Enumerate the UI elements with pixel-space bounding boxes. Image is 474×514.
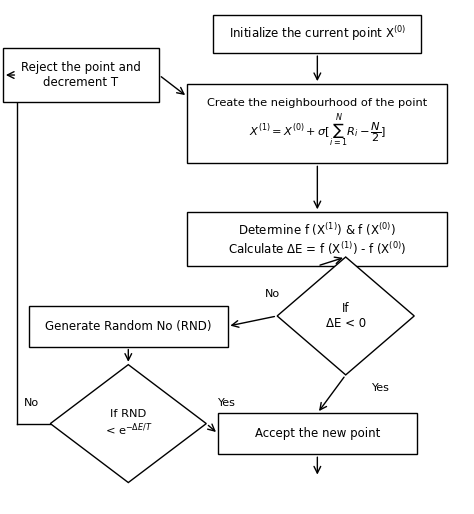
Text: Initialize the current point X$^{(0)}$: Initialize the current point X$^{(0)}$ <box>228 25 406 44</box>
Polygon shape <box>277 257 414 375</box>
Text: If
ΔE < 0: If ΔE < 0 <box>326 302 366 330</box>
Bar <box>187 84 447 163</box>
Bar <box>187 212 447 266</box>
Text: No: No <box>265 289 280 300</box>
Bar <box>213 15 421 53</box>
Text: Accept the new point: Accept the new point <box>255 427 380 440</box>
Text: If RND
< e$^{-ΔE / T}$: If RND < e$^{-ΔE / T}$ <box>105 409 152 438</box>
Bar <box>218 413 417 454</box>
Text: Generate Random No (RND): Generate Random No (RND) <box>45 320 211 333</box>
Bar <box>29 306 228 347</box>
Text: Yes: Yes <box>372 383 390 393</box>
Polygon shape <box>50 364 206 483</box>
Text: No: No <box>24 398 39 408</box>
Text: Create the neighbourhood of the point
$X^{(1)} = X^{(0)} + \sigma[\sum_{i=1}^{N}: Create the neighbourhood of the point $X… <box>207 98 428 150</box>
Text: Yes: Yes <box>218 398 236 408</box>
Text: Reject the point and
decrement T: Reject the point and decrement T <box>21 61 141 89</box>
Bar <box>3 48 159 102</box>
Text: Determine f (X$^{(1)}$) & f (X$^{(0)}$)
Calculate ΔE = f (X$^{(1)}$) - f (X$^{(0: Determine f (X$^{(1)}$) & f (X$^{(0)}$) … <box>228 221 407 258</box>
